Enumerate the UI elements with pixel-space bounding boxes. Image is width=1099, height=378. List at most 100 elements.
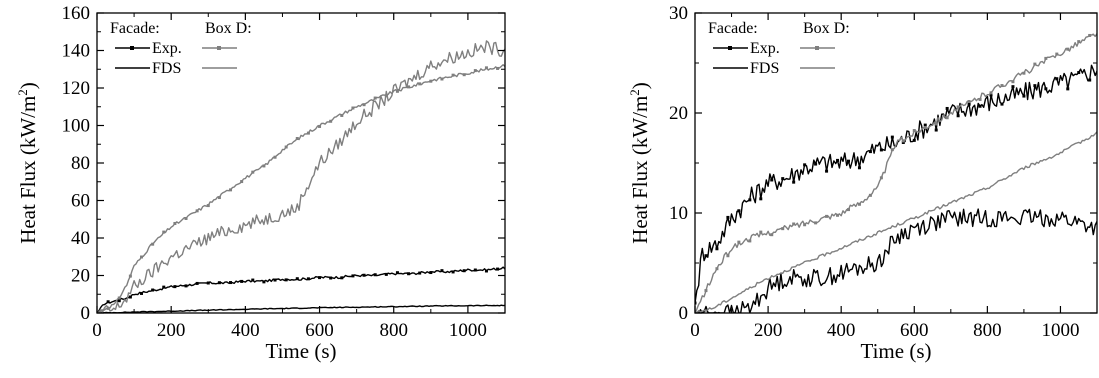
series-marker-0: [770, 178, 774, 182]
series-marker-2: [117, 296, 121, 300]
series-marker-2: [770, 233, 774, 237]
series-marker-0: [329, 276, 333, 280]
series-line-3: [97, 40, 505, 313]
series-marker-0: [484, 269, 488, 273]
series-marker-2: [429, 79, 433, 83]
series-marker-2: [1011, 80, 1015, 84]
y-tick-label: 20: [669, 103, 688, 124]
series-marker-0: [715, 247, 719, 251]
series-marker-2: [284, 145, 288, 149]
legend-label-0: Exp.: [152, 40, 182, 57]
series-marker-0: [1055, 77, 1059, 81]
series-marker-0: [106, 300, 110, 304]
series-marker-2: [473, 69, 477, 73]
series-marker-0: [395, 271, 399, 275]
series-marker-0: [1077, 71, 1081, 75]
series-marker-2: [956, 105, 960, 109]
y-axis-label-main: Heat Flux (kW/m: [628, 96, 652, 244]
series-marker-2: [184, 216, 188, 220]
series-marker-2: [329, 119, 333, 123]
series-marker-0: [814, 162, 818, 166]
x-tick-label: 200: [754, 320, 783, 341]
series-marker-0: [318, 276, 322, 280]
series-marker-2: [173, 221, 177, 225]
series-marker-0: [748, 198, 752, 202]
series-marker-0: [195, 281, 199, 285]
y-tick-label: 60: [71, 191, 90, 212]
series-marker-0: [306, 277, 310, 281]
y-tick-label: 10: [669, 203, 688, 224]
y-tick-label: 160: [62, 3, 91, 24]
series-line-0: [695, 64, 1097, 304]
series-marker-2: [759, 230, 763, 234]
series-marker-2: [162, 230, 166, 234]
series-marker-2: [484, 66, 488, 70]
y-tick-label: 120: [62, 78, 91, 99]
series-marker-2: [879, 176, 883, 180]
series-marker-2: [362, 103, 366, 107]
series-marker-2: [901, 139, 905, 143]
x-tick-label: 800: [973, 320, 1002, 341]
series-marker-0: [173, 285, 177, 289]
series-marker-0: [1088, 78, 1092, 82]
series-marker-2: [451, 73, 455, 77]
series-marker-2: [407, 85, 411, 89]
series-marker-0: [923, 123, 927, 127]
x-tick-label: 600: [305, 320, 334, 341]
series-marker-0: [251, 278, 255, 282]
series-line-1: [97, 304, 505, 313]
series-marker-0: [803, 163, 807, 167]
series-marker-0: [737, 209, 741, 213]
y-tick-label: 40: [71, 228, 90, 249]
series-marker-2: [715, 267, 719, 271]
series-marker-2: [128, 274, 132, 278]
series-marker-2: [306, 131, 310, 135]
x-tick-label: 200: [157, 320, 186, 341]
series-marker-2: [781, 227, 785, 231]
series-marker-0: [792, 180, 796, 184]
series-marker-2: [1022, 71, 1026, 75]
legend: Facade: Box D: Exp. FDS: [110, 20, 252, 77]
series-marker-2: [217, 196, 221, 200]
series-marker-2: [704, 289, 708, 293]
series-marker-2: [206, 204, 210, 208]
y-axis-label-tail: ): [16, 82, 40, 89]
series-marker-0: [473, 268, 477, 272]
series-marker-0: [956, 114, 960, 118]
series-marker-2: [440, 77, 444, 81]
chart-right: 0 200 400 600 800 1000 0 10 20 30 Time (s) Heat Flu…: [627, 3, 1098, 363]
series-marker-0: [1033, 84, 1037, 88]
y-tick-label: 0: [81, 303, 91, 324]
series-marker-2: [803, 223, 807, 227]
series-marker-2: [418, 82, 422, 86]
legend-marker-facade-0: [728, 46, 732, 50]
legend-header-facade: Facade:: [708, 20, 758, 37]
y-tick-label: 30: [669, 3, 688, 24]
series-marker-2: [251, 170, 255, 174]
series-marker-2: [262, 164, 266, 168]
series-marker-2: [140, 255, 144, 259]
series-marker-0: [284, 278, 288, 282]
series-marker-0: [846, 159, 850, 163]
series-marker-2: [846, 208, 850, 212]
series-marker-2: [912, 129, 916, 133]
series-marker-0: [989, 93, 993, 97]
legend-header-facade: Facade:: [110, 20, 160, 37]
series-marker-2: [295, 137, 299, 141]
x-tick-label: 1000: [1041, 320, 1079, 341]
series-marker-0: [295, 277, 299, 281]
series-marker-2: [836, 213, 840, 217]
series-marker-2: [462, 73, 466, 77]
series-marker-2: [934, 122, 938, 126]
series-marker-2: [923, 126, 927, 130]
series-marker-0: [945, 106, 949, 110]
series-marker-0: [440, 269, 444, 273]
series-marker-2: [978, 97, 982, 101]
x-tick-label: 600: [900, 320, 929, 341]
series-marker-2: [1044, 56, 1048, 60]
y-axis-label: Heat Flux (kW/m2): [627, 82, 652, 244]
x-tick-label: 1000: [449, 320, 487, 341]
series-marker-0: [384, 272, 388, 276]
plot-frame: [96, 12, 506, 314]
y-axis-label-main: Heat Flux (kW/m: [16, 96, 40, 244]
